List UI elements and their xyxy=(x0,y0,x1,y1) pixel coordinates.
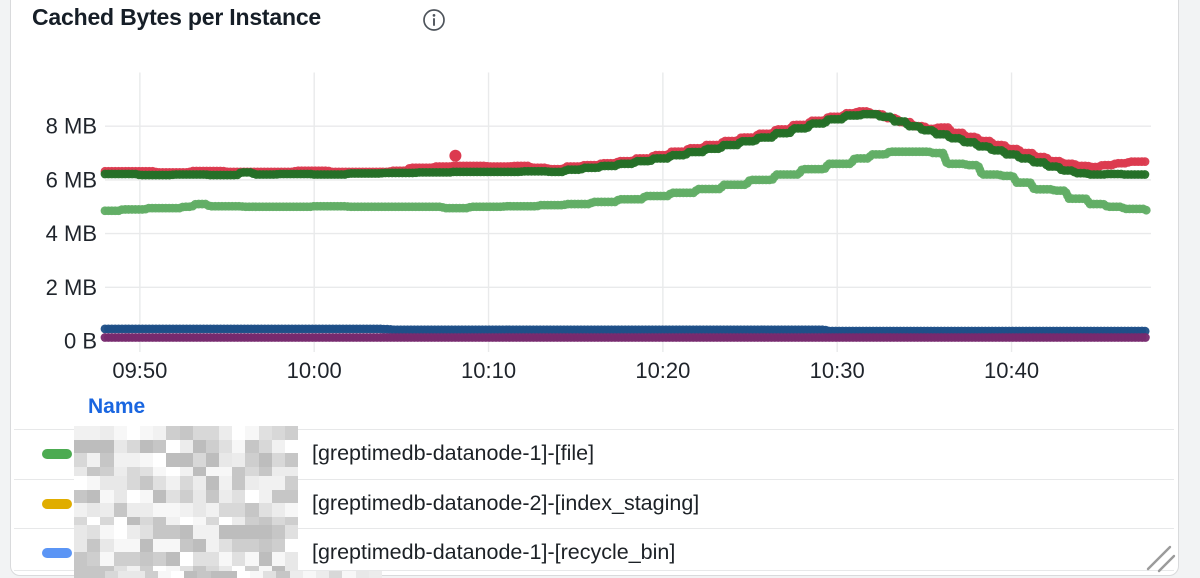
legend-series-label[interactable]: [greptimedb-datanode-1]-[file] xyxy=(312,441,595,465)
svg-text:09:50: 09:50 xyxy=(112,358,167,383)
legend-divider xyxy=(14,570,1174,571)
resize-grip-icon[interactable] xyxy=(1142,538,1182,576)
svg-text:10:00: 10:00 xyxy=(287,358,342,383)
svg-text:10:40: 10:40 xyxy=(984,358,1039,383)
svg-text:10:30: 10:30 xyxy=(810,358,865,383)
legend-row[interactable]: [greptimedb-datanode-2]-[index_staging] xyxy=(14,476,1174,532)
legend-divider xyxy=(14,479,1174,480)
svg-text:10:10: 10:10 xyxy=(461,358,516,383)
legend-divider xyxy=(14,429,1174,430)
redacted-name-prefix xyxy=(105,571,390,578)
legend-row[interactable]: [greptimedb-datanode-1]-[file] xyxy=(14,426,1174,482)
legend-series-label[interactable]: [greptimedb-datanode-2]-[index_staging] xyxy=(312,491,700,515)
series-color-swatch xyxy=(42,499,72,509)
svg-text:0 B: 0 B xyxy=(64,329,97,354)
series-color-swatch xyxy=(42,548,72,558)
info-circle-icon[interactable] xyxy=(422,7,446,31)
panel-title: Cached Bytes per Instance xyxy=(32,4,322,30)
series-color-swatch xyxy=(42,449,72,459)
redacted-name-prefix xyxy=(74,476,310,532)
legend-divider xyxy=(14,528,1174,529)
svg-text:4 MB: 4 MB xyxy=(46,221,97,246)
legend-name-header[interactable]: Name xyxy=(88,395,146,418)
redacted-name-prefix xyxy=(74,426,310,482)
svg-text:2 MB: 2 MB xyxy=(46,275,97,300)
legend-series-label[interactable]: [greptimedb-datanode-1]-[recycle_bin] xyxy=(312,540,676,564)
svg-text:6 MB: 6 MB xyxy=(46,167,97,192)
svg-text:10:20: 10:20 xyxy=(635,358,690,383)
svg-text:8 MB: 8 MB xyxy=(46,114,97,139)
